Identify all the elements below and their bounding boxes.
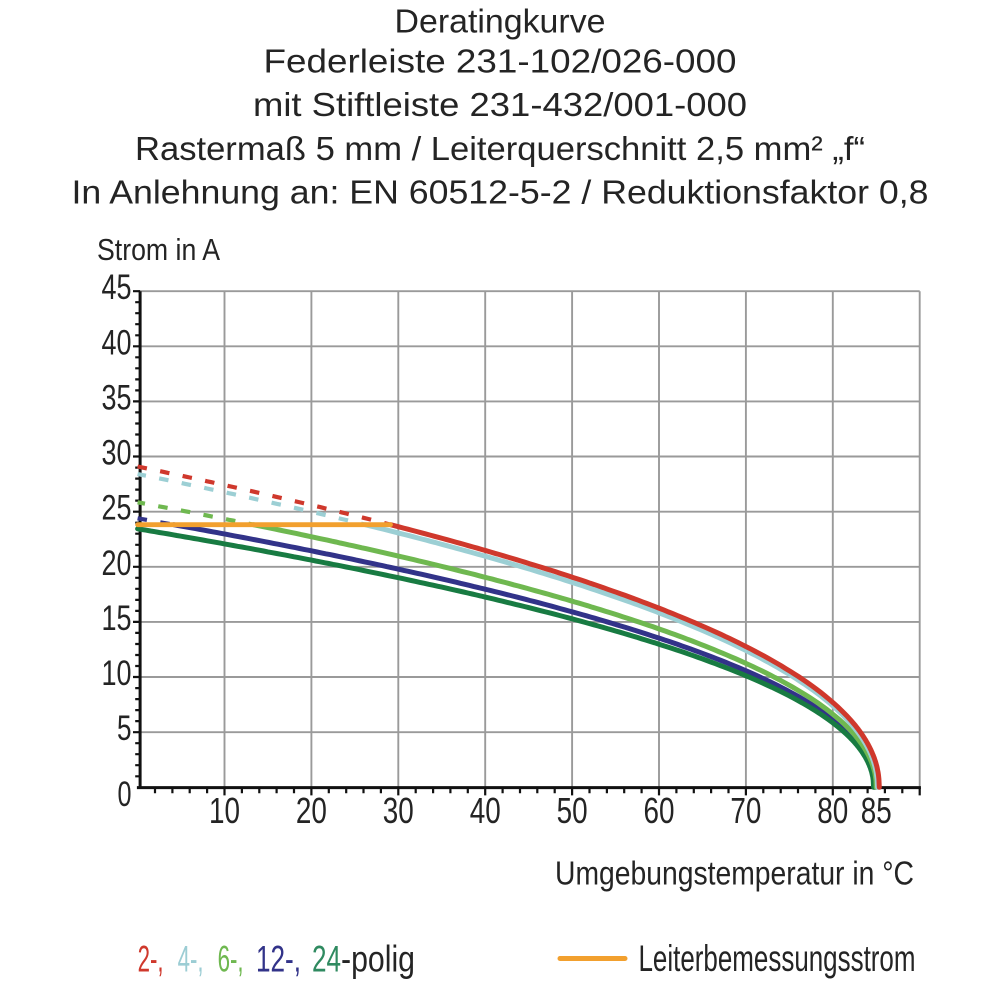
svg-text:20: 20 [296, 790, 327, 831]
svg-text:Federleiste 231-102/026-000: Federleiste 231-102/026-000 [264, 44, 737, 81]
svg-text:Umgebungstemperatur in °C: Umgebungstemperatur in °C [555, 855, 914, 892]
svg-text:2-,: 2-, [138, 938, 164, 980]
svg-text:30: 30 [102, 434, 132, 473]
svg-text:35: 35 [102, 378, 132, 417]
svg-text:10: 10 [102, 654, 132, 693]
svg-text:85: 85 [861, 790, 892, 831]
svg-text:0: 0 [118, 775, 132, 814]
svg-text:5: 5 [117, 709, 132, 748]
svg-text:Strom in A: Strom in A [97, 232, 220, 267]
svg-text:12-,: 12-, [256, 938, 301, 980]
svg-text:80: 80 [817, 790, 848, 831]
svg-text:4-,: 4-, [178, 938, 204, 980]
svg-text:30: 30 [383, 790, 414, 831]
svg-text:45: 45 [102, 268, 132, 307]
svg-text:25: 25 [102, 489, 132, 528]
svg-text:40: 40 [470, 790, 501, 831]
svg-text:20: 20 [102, 544, 132, 583]
svg-text:60: 60 [644, 790, 675, 831]
svg-text:Deratingkurve: Deratingkurve [395, 4, 606, 41]
svg-text:50: 50 [557, 790, 588, 831]
svg-text:-polig: -polig [341, 938, 415, 980]
svg-text:mit Stiftleiste 231-432/001-00: mit Stiftleiste 231-432/001-000 [253, 87, 747, 124]
svg-text:40: 40 [102, 323, 132, 362]
svg-text:Leiterbemessungsstrom: Leiterbemessungsstrom [639, 937, 916, 979]
svg-text:10: 10 [209, 790, 240, 831]
svg-text:Rastermaß 5 mm / Leiterquersch: Rastermaß 5 mm / Leiterquerschnitt 2,5 m… [135, 131, 865, 168]
svg-text:15: 15 [102, 599, 132, 638]
svg-text:In Anlehnung an: EN 60512-5-2: In Anlehnung an: EN 60512-5-2 / Reduktio… [72, 175, 929, 212]
svg-text:24: 24 [312, 938, 341, 980]
svg-text:6-,: 6-, [218, 938, 244, 980]
svg-text:70: 70 [730, 790, 761, 831]
